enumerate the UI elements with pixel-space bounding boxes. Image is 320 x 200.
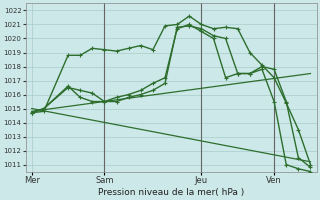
X-axis label: Pression niveau de la mer( hPa ): Pression niveau de la mer( hPa ) (98, 188, 244, 197)
